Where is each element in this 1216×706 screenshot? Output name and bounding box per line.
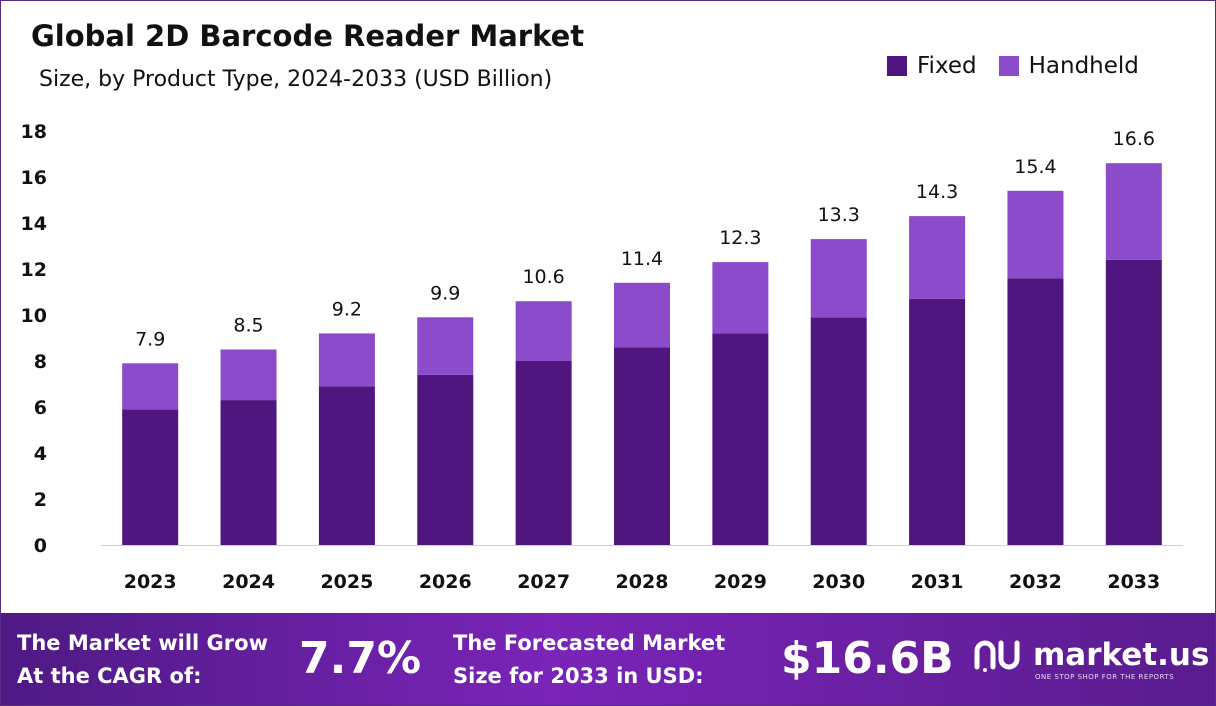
bar-fixed-2029 — [712, 333, 769, 545]
forecast-label-line1: The Forecasted Market — [453, 631, 726, 655]
x-tick-label-2032: 2032 — [1009, 571, 1062, 593]
bar-handheld-2032 — [1007, 190, 1064, 279]
bar-fixed-2026 — [417, 374, 474, 545]
bar-handheld-2024 — [220, 349, 277, 401]
x-tick-label-2031: 2031 — [911, 571, 964, 593]
y-tick-label: 8 — [34, 351, 47, 373]
y-tick-label: 14 — [21, 213, 47, 235]
legend-item-handheld: Handheld — [998, 53, 1139, 79]
cagr-label-line2: At the CAGR of: — [17, 664, 202, 688]
bar-fixed-2023 — [122, 409, 179, 545]
bar-handheld-2025 — [318, 333, 375, 387]
brand-name: market.us — [1033, 637, 1210, 673]
x-tick-label-2023: 2023 — [124, 571, 177, 593]
total-label-2031: 14.3 — [916, 181, 958, 203]
total-label-2024: 8.5 — [233, 315, 263, 337]
bar-fixed-2033 — [1105, 259, 1162, 545]
bar-handheld-2026 — [417, 317, 474, 375]
bar-handheld-2033 — [1105, 163, 1162, 260]
x-tick-label-2025: 2025 — [320, 571, 373, 593]
legend: Fixed Handheld — [887, 53, 1161, 79]
legend-label-handheld: Handheld — [1028, 53, 1139, 79]
cagr-value: 7.7% — [299, 633, 422, 684]
forecast-label: The Forecasted Market Size for 2033 in U… — [453, 627, 725, 693]
chart-subtitle: Size, by Product Type, 2024-2033 (USD Bi… — [39, 67, 553, 92]
forecast-value: $16.6B — [781, 633, 954, 684]
legend-item-fixed: Fixed — [887, 53, 977, 79]
total-label-2025: 9.2 — [332, 298, 362, 320]
total-label-2027: 10.6 — [522, 266, 564, 288]
bar-chart: 0 2 4 6 8 10 12 14 16 18 7.9 2023 8.5 2024 9.2 2025 9.9 2… — [21, 121, 1183, 593]
x-tick-label-2028: 2028 — [616, 571, 669, 593]
x-tick-label-2024: 2024 — [222, 571, 275, 593]
chart-title: Global 2D Barcode Reader Market — [31, 19, 585, 53]
y-tick-label: 0 — [34, 535, 47, 557]
bar-fixed-2024 — [220, 400, 277, 545]
total-label-2026: 9.9 — [430, 282, 460, 304]
brand-logo[interactable]: market.us — [973, 637, 1209, 673]
x-tick-label-2033: 2033 — [1107, 571, 1160, 593]
bar-fixed-2032 — [1007, 278, 1064, 545]
cagr-label-line1: The Market will Grow — [17, 631, 268, 655]
brand-tagline: ONE STOP SHOP FOR THE REPORTS — [1035, 673, 1175, 681]
legend-swatch-handheld — [998, 56, 1019, 76]
footer-banner: The Market will Grow At the CAGR of: 7.7… — [1, 613, 1215, 705]
total-label-2028: 11.4 — [621, 248, 663, 270]
bar-fixed-2030 — [810, 317, 867, 545]
total-label-2023: 7.9 — [135, 328, 165, 350]
cagr-label: The Market will Grow At the CAGR of: — [17, 627, 268, 693]
x-tick-label-2026: 2026 — [419, 571, 472, 593]
forecast-label-line2: Size for 2033 in USD: — [453, 664, 704, 688]
bar-fixed-2028 — [614, 347, 670, 545]
y-tick-label: 2 — [34, 489, 47, 511]
market-us-logo-icon — [974, 640, 1020, 672]
legend-label-fixed: Fixed — [917, 53, 977, 79]
bar-fixed-2025 — [318, 386, 375, 545]
total-label-2030: 13.3 — [818, 204, 860, 226]
total-label-2029: 12.3 — [719, 227, 761, 249]
x-tick-label-2030: 2030 — [812, 571, 865, 593]
total-label-2033: 16.6 — [1113, 128, 1155, 150]
y-tick-label: 18 — [21, 121, 47, 143]
bar-handheld-2023 — [122, 363, 179, 410]
bar-handheld-2028 — [614, 282, 670, 348]
total-label-2032: 15.4 — [1014, 156, 1056, 178]
bar-handheld-2030 — [810, 239, 867, 318]
y-tick-label: 10 — [21, 305, 47, 327]
y-tick-label: 6 — [34, 397, 47, 419]
x-tick-label-2029: 2029 — [714, 571, 767, 593]
y-tick-label: 16 — [21, 167, 47, 189]
x-tick-label-2027: 2027 — [517, 571, 570, 593]
bar-fixed-2027 — [515, 361, 572, 545]
bar-fixed-2031 — [909, 298, 966, 545]
bar-handheld-2031 — [909, 216, 966, 299]
legend-swatch-fixed — [887, 56, 907, 76]
y-tick-label: 12 — [21, 259, 47, 281]
bar-handheld-2029 — [712, 262, 769, 334]
bar-handheld-2027 — [515, 301, 572, 361]
y-tick-label: 4 — [34, 443, 47, 465]
